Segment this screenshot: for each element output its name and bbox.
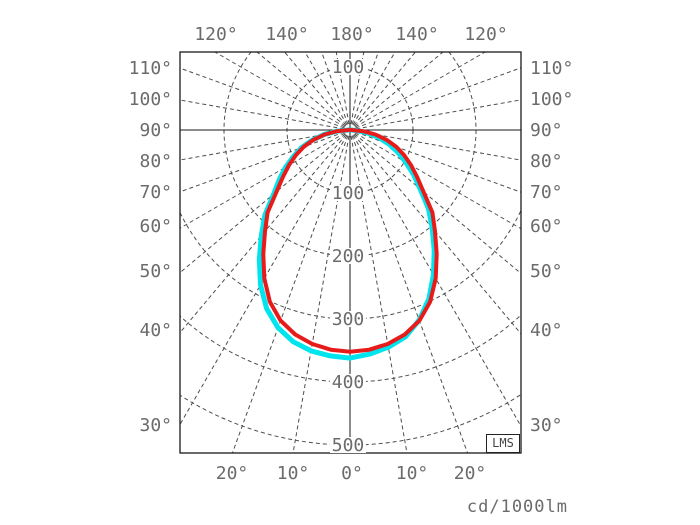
gamma-label-right: 70° bbox=[530, 182, 563, 203]
ring-label-backing bbox=[330, 311, 366, 327]
ring-value-label: 200 bbox=[332, 246, 365, 267]
gamma-label-right: 100° bbox=[530, 89, 573, 110]
angle-spoke bbox=[351, 52, 379, 125]
angle-spoke bbox=[180, 134, 347, 334]
angle-spoke bbox=[353, 134, 521, 335]
gamma-label-top: 120° bbox=[194, 24, 237, 45]
gamma-label-right: 40° bbox=[530, 320, 563, 341]
angle-spoke bbox=[180, 133, 346, 274]
gamma-label-bottom: 20° bbox=[454, 463, 487, 484]
angle-spoke bbox=[354, 133, 521, 275]
ring-value-label: 500 bbox=[332, 435, 365, 456]
gamma-label-right: 60° bbox=[530, 216, 563, 237]
angle-spoke bbox=[283, 52, 347, 126]
ring-value-label: 100 bbox=[332, 57, 365, 78]
ring-label-backing bbox=[330, 437, 366, 453]
unit-label: cd/1000lm bbox=[466, 497, 568, 517]
angle-spoke bbox=[352, 52, 396, 126]
gamma-label-left: 90° bbox=[139, 120, 172, 141]
gamma-label-right: 90° bbox=[530, 120, 563, 141]
ring-value-label: 400 bbox=[332, 372, 365, 393]
angle-spoke bbox=[354, 52, 487, 128]
angle-spoke bbox=[231, 135, 349, 453]
gamma-label-top: 140° bbox=[265, 24, 308, 45]
angle-spoke bbox=[354, 52, 444, 127]
ring-label-backing bbox=[330, 248, 366, 264]
gamma-label-right: 110° bbox=[530, 58, 573, 79]
angle-spoke bbox=[355, 130, 521, 161]
angle-spoke bbox=[180, 130, 345, 161]
red-curve bbox=[261, 128, 439, 354]
angle-spoke bbox=[355, 67, 521, 129]
gamma-label-bottom: 20° bbox=[216, 463, 249, 484]
lms-badge: LMS bbox=[486, 434, 520, 453]
gamma-label-top: 140° bbox=[395, 24, 438, 45]
angle-spoke bbox=[321, 52, 349, 125]
angle-spoke bbox=[180, 132, 346, 229]
gamma-label-right: 80° bbox=[530, 151, 563, 172]
cyan-curve bbox=[256, 127, 437, 361]
gamma-label-left: 40° bbox=[139, 320, 172, 341]
gamma-label-top: 180° bbox=[330, 24, 373, 45]
gamma-label-right: 30° bbox=[530, 415, 563, 436]
angle-spoke bbox=[180, 131, 345, 193]
ring-label-backing bbox=[330, 59, 366, 75]
angle-spoke bbox=[351, 135, 469, 453]
gamma-label-right: 50° bbox=[530, 261, 563, 282]
angle-spoke bbox=[180, 99, 345, 130]
ring-value-label: 100 bbox=[332, 183, 365, 204]
gamma-label-bottom: 10° bbox=[277, 463, 310, 484]
angle-spoke bbox=[353, 52, 417, 126]
ring-value-label: 300 bbox=[332, 309, 365, 330]
angle-spoke bbox=[256, 52, 346, 127]
gamma-label-top: 120° bbox=[464, 24, 507, 45]
angle-spoke bbox=[355, 99, 521, 130]
angle-spoke bbox=[180, 134, 348, 426]
angle-spoke bbox=[304, 52, 348, 126]
ring-label-backing bbox=[330, 185, 366, 201]
gamma-label-left: 100° bbox=[129, 89, 172, 110]
gamma-label-left: 60° bbox=[139, 216, 172, 237]
gamma-label-left: 110° bbox=[129, 58, 172, 79]
angle-spoke bbox=[180, 67, 345, 129]
gamma-label-left: 80° bbox=[139, 151, 172, 172]
gamma-label-bottom: 0° bbox=[341, 463, 363, 484]
gamma-label-bottom: 10° bbox=[396, 463, 429, 484]
gamma-label-left: 70° bbox=[139, 182, 172, 203]
gamma-label-left: 30° bbox=[139, 415, 172, 436]
angle-spoke bbox=[355, 131, 521, 193]
gamma-label-left: 50° bbox=[139, 261, 172, 282]
ring-label-backing bbox=[330, 374, 366, 390]
angle-spoke bbox=[213, 52, 346, 128]
angle-spoke bbox=[352, 134, 521, 428]
